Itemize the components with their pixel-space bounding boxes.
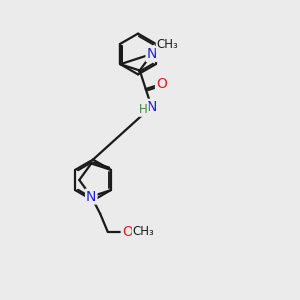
Text: N: N [86, 190, 97, 203]
Text: O: O [156, 77, 167, 91]
Text: O: O [122, 225, 133, 239]
Text: N: N [146, 47, 157, 61]
Text: CH₃: CH₃ [157, 38, 178, 51]
Text: CH₃: CH₃ [133, 225, 154, 238]
Text: N: N [146, 100, 157, 114]
Text: H: H [139, 103, 148, 116]
